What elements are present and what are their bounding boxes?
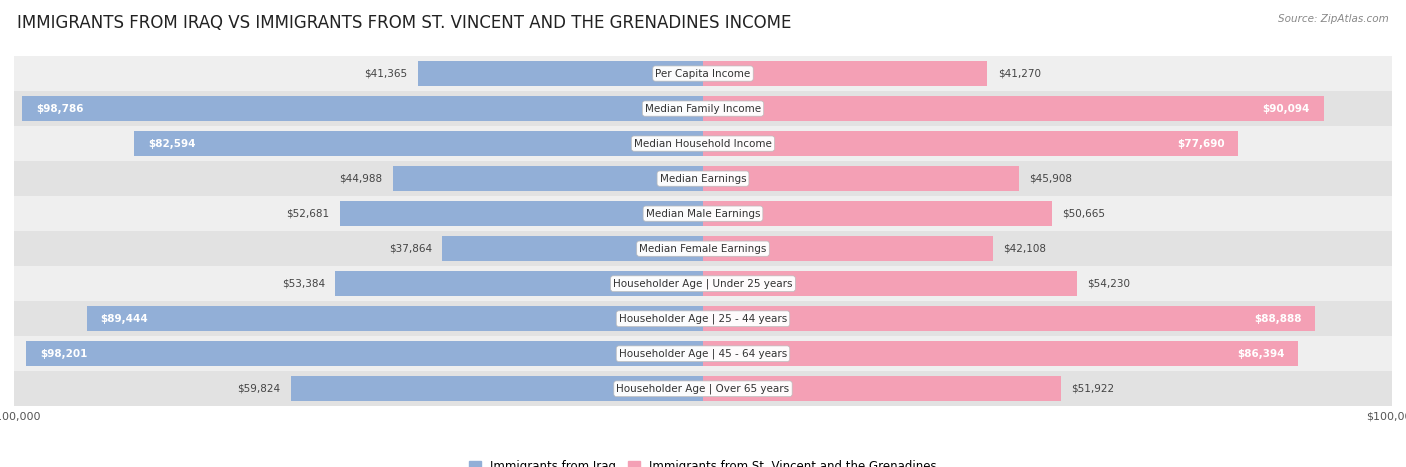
Text: $41,365: $41,365 — [364, 69, 408, 78]
Text: $77,690: $77,690 — [1177, 139, 1225, 149]
Text: Median Earnings: Median Earnings — [659, 174, 747, 184]
Text: $90,094: $90,094 — [1263, 104, 1310, 113]
Bar — [703, 131, 1239, 156]
Bar — [14, 91, 1392, 126]
Legend: Immigrants from Iraq, Immigrants from St. Vincent and the Grenadines: Immigrants from Iraq, Immigrants from St… — [464, 455, 942, 467]
Text: $54,230: $54,230 — [1087, 279, 1130, 289]
Text: $37,864: $37,864 — [388, 244, 432, 254]
Text: $59,824: $59,824 — [238, 384, 281, 394]
Text: $88,888: $88,888 — [1254, 314, 1302, 324]
Text: $52,681: $52,681 — [287, 209, 330, 219]
Text: $50,665: $50,665 — [1063, 209, 1105, 219]
Bar — [335, 271, 703, 297]
Bar — [703, 166, 1019, 191]
Text: $82,594: $82,594 — [148, 139, 195, 149]
Text: Median Male Earnings: Median Male Earnings — [645, 209, 761, 219]
Bar — [22, 96, 703, 121]
Text: Median Female Earnings: Median Female Earnings — [640, 244, 766, 254]
Bar — [14, 56, 1392, 91]
Bar — [418, 61, 703, 86]
Text: Per Capita Income: Per Capita Income — [655, 69, 751, 78]
Bar — [441, 236, 703, 261]
Bar — [14, 161, 1392, 196]
Text: Householder Age | Over 65 years: Householder Age | Over 65 years — [616, 383, 790, 394]
Bar — [14, 371, 1392, 406]
Text: $86,394: $86,394 — [1237, 349, 1285, 359]
Text: $45,908: $45,908 — [1029, 174, 1073, 184]
Bar — [703, 341, 1298, 366]
Bar — [703, 236, 993, 261]
Bar — [291, 376, 703, 401]
Text: $98,201: $98,201 — [41, 349, 87, 359]
Bar — [703, 376, 1060, 401]
Bar — [14, 336, 1392, 371]
Bar — [703, 271, 1077, 297]
Text: $53,384: $53,384 — [281, 279, 325, 289]
Bar — [703, 201, 1052, 226]
Bar — [703, 61, 987, 86]
Text: Householder Age | 45 - 64 years: Householder Age | 45 - 64 years — [619, 348, 787, 359]
Bar — [14, 126, 1392, 161]
Bar — [394, 166, 703, 191]
Bar — [14, 196, 1392, 231]
Bar — [14, 301, 1392, 336]
Bar — [14, 266, 1392, 301]
Text: Householder Age | 25 - 44 years: Householder Age | 25 - 44 years — [619, 313, 787, 324]
Text: $42,108: $42,108 — [1004, 244, 1046, 254]
Text: $51,922: $51,922 — [1071, 384, 1114, 394]
Text: Median Household Income: Median Household Income — [634, 139, 772, 149]
Text: $89,444: $89,444 — [101, 314, 148, 324]
Text: $41,270: $41,270 — [998, 69, 1040, 78]
Text: Median Family Income: Median Family Income — [645, 104, 761, 113]
Text: $44,988: $44,988 — [340, 174, 382, 184]
Text: $98,786: $98,786 — [37, 104, 84, 113]
Bar — [27, 341, 703, 366]
Text: Householder Age | Under 25 years: Householder Age | Under 25 years — [613, 278, 793, 289]
Bar — [703, 306, 1316, 332]
Text: IMMIGRANTS FROM IRAQ VS IMMIGRANTS FROM ST. VINCENT AND THE GRENADINES INCOME: IMMIGRANTS FROM IRAQ VS IMMIGRANTS FROM … — [17, 14, 792, 32]
Bar — [703, 96, 1323, 121]
Bar — [87, 306, 703, 332]
Bar — [14, 231, 1392, 266]
Bar — [340, 201, 703, 226]
Text: Source: ZipAtlas.com: Source: ZipAtlas.com — [1278, 14, 1389, 24]
Bar — [134, 131, 703, 156]
